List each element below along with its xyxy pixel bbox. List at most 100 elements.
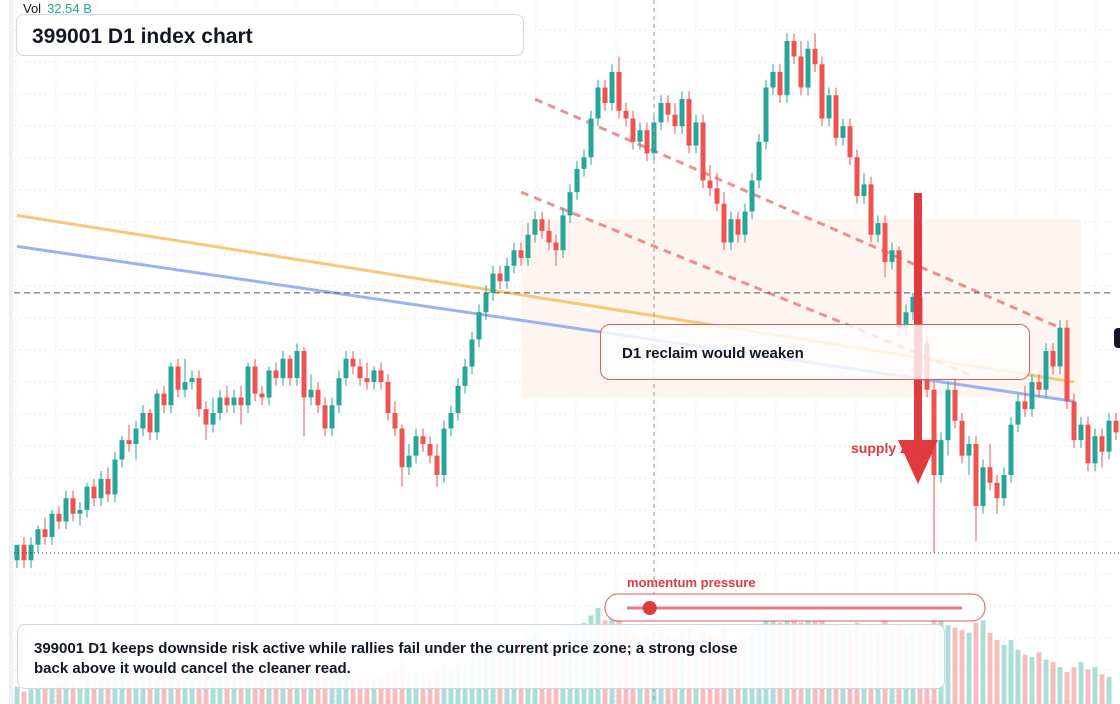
candle-body [1099,436,1105,452]
volume-bar [427,676,433,704]
candle-body [504,265,510,282]
candle-body [581,157,587,169]
candle-body [854,157,860,196]
volume-bar [364,676,370,704]
summary-box: 399001 D1 keeps downside risk active whi… [17,624,945,689]
candle-body [595,87,601,119]
candle-body [770,72,776,88]
candle-body [658,103,664,123]
volume-bar [287,674,293,704]
volume-bar [28,689,34,704]
candle-body [630,118,636,142]
candle-body [448,413,454,429]
candle-body [588,118,594,158]
volume-bar [987,632,993,704]
candle-body [945,389,951,441]
volume-bar [1008,640,1014,704]
candle-body [672,114,678,127]
volume-bar [210,679,216,704]
volume-bar [1043,659,1049,704]
volume-bar [98,679,104,704]
candle-body [371,370,377,382]
candle-body [462,366,468,386]
volume-bar [980,620,986,704]
candle-body [455,385,461,413]
candle-body [392,413,398,429]
candle-body [791,41,797,57]
candle-body [952,389,958,421]
candle-body [882,223,888,262]
candle-body [826,95,832,119]
candle-body [168,366,174,406]
volume-bar [1015,649,1021,704]
candle-body [1071,401,1077,441]
volume-bar [70,681,76,704]
volume-bar [238,676,244,704]
candle-body [287,358,293,379]
candle-body [973,444,979,506]
candle-body [707,180,713,189]
volume-bar [105,679,111,704]
candle-body [266,370,272,398]
candle-body [805,48,811,88]
candle-body [497,273,503,282]
volume-bar [49,686,55,704]
candle-body [721,203,727,243]
candle-body [819,64,825,119]
candle-body [77,509,83,514]
candle-body [784,41,790,96]
volume-bar [189,676,195,704]
candle-body [812,48,818,65]
candle-body [742,211,748,235]
candle-body [1036,382,1042,390]
candle-body [294,351,300,379]
candle-body [238,397,244,406]
price-scale-marker-icon[interactable] [1114,328,1120,348]
candle-body [987,467,993,483]
candle-body [49,513,55,537]
candle-body [602,87,608,103]
candle-body [98,478,104,499]
volume-bar [1099,674,1105,704]
reclaim-callout: D1 reclaim would weaken [600,324,1030,380]
candle-body [574,168,580,193]
volume-bar [14,686,20,704]
candle-body [560,215,566,251]
candle-body [105,478,111,495]
candle-body [686,99,692,146]
candle-body [441,428,447,475]
candle-body [1001,475,1007,499]
volume-bar [308,676,314,704]
candle-body [280,358,286,379]
volume-bar [329,676,335,704]
candle-body [259,393,265,398]
volume-bar [1036,652,1042,704]
volume-bar [378,676,384,704]
volume-bar [1001,644,1007,704]
candle-body [406,455,412,468]
candle-body [126,440,132,444]
volume-bar [1050,662,1056,704]
candle-body [140,413,146,429]
volume-bar [966,632,972,704]
candle-body [385,382,391,413]
candle-body [490,273,496,293]
candle-body [420,436,426,444]
candle-body [196,378,202,410]
candle-body [553,242,559,251]
volume-bar [161,674,167,704]
volume-bar [126,676,132,704]
chart-title: 399001 D1 index chart [32,25,253,48]
candle-body [1092,436,1098,464]
candle-body [896,250,902,328]
momentum-label: momentum pressure [627,575,756,590]
candle-body [217,397,223,413]
candle-body [112,459,118,495]
candle-body [119,440,125,460]
volume-bar [1057,667,1063,704]
candles [14,33,1119,568]
dashed-trendline [520,190,970,376]
candle-body [833,95,839,138]
candle-body [224,397,230,406]
candle-body [763,87,769,142]
